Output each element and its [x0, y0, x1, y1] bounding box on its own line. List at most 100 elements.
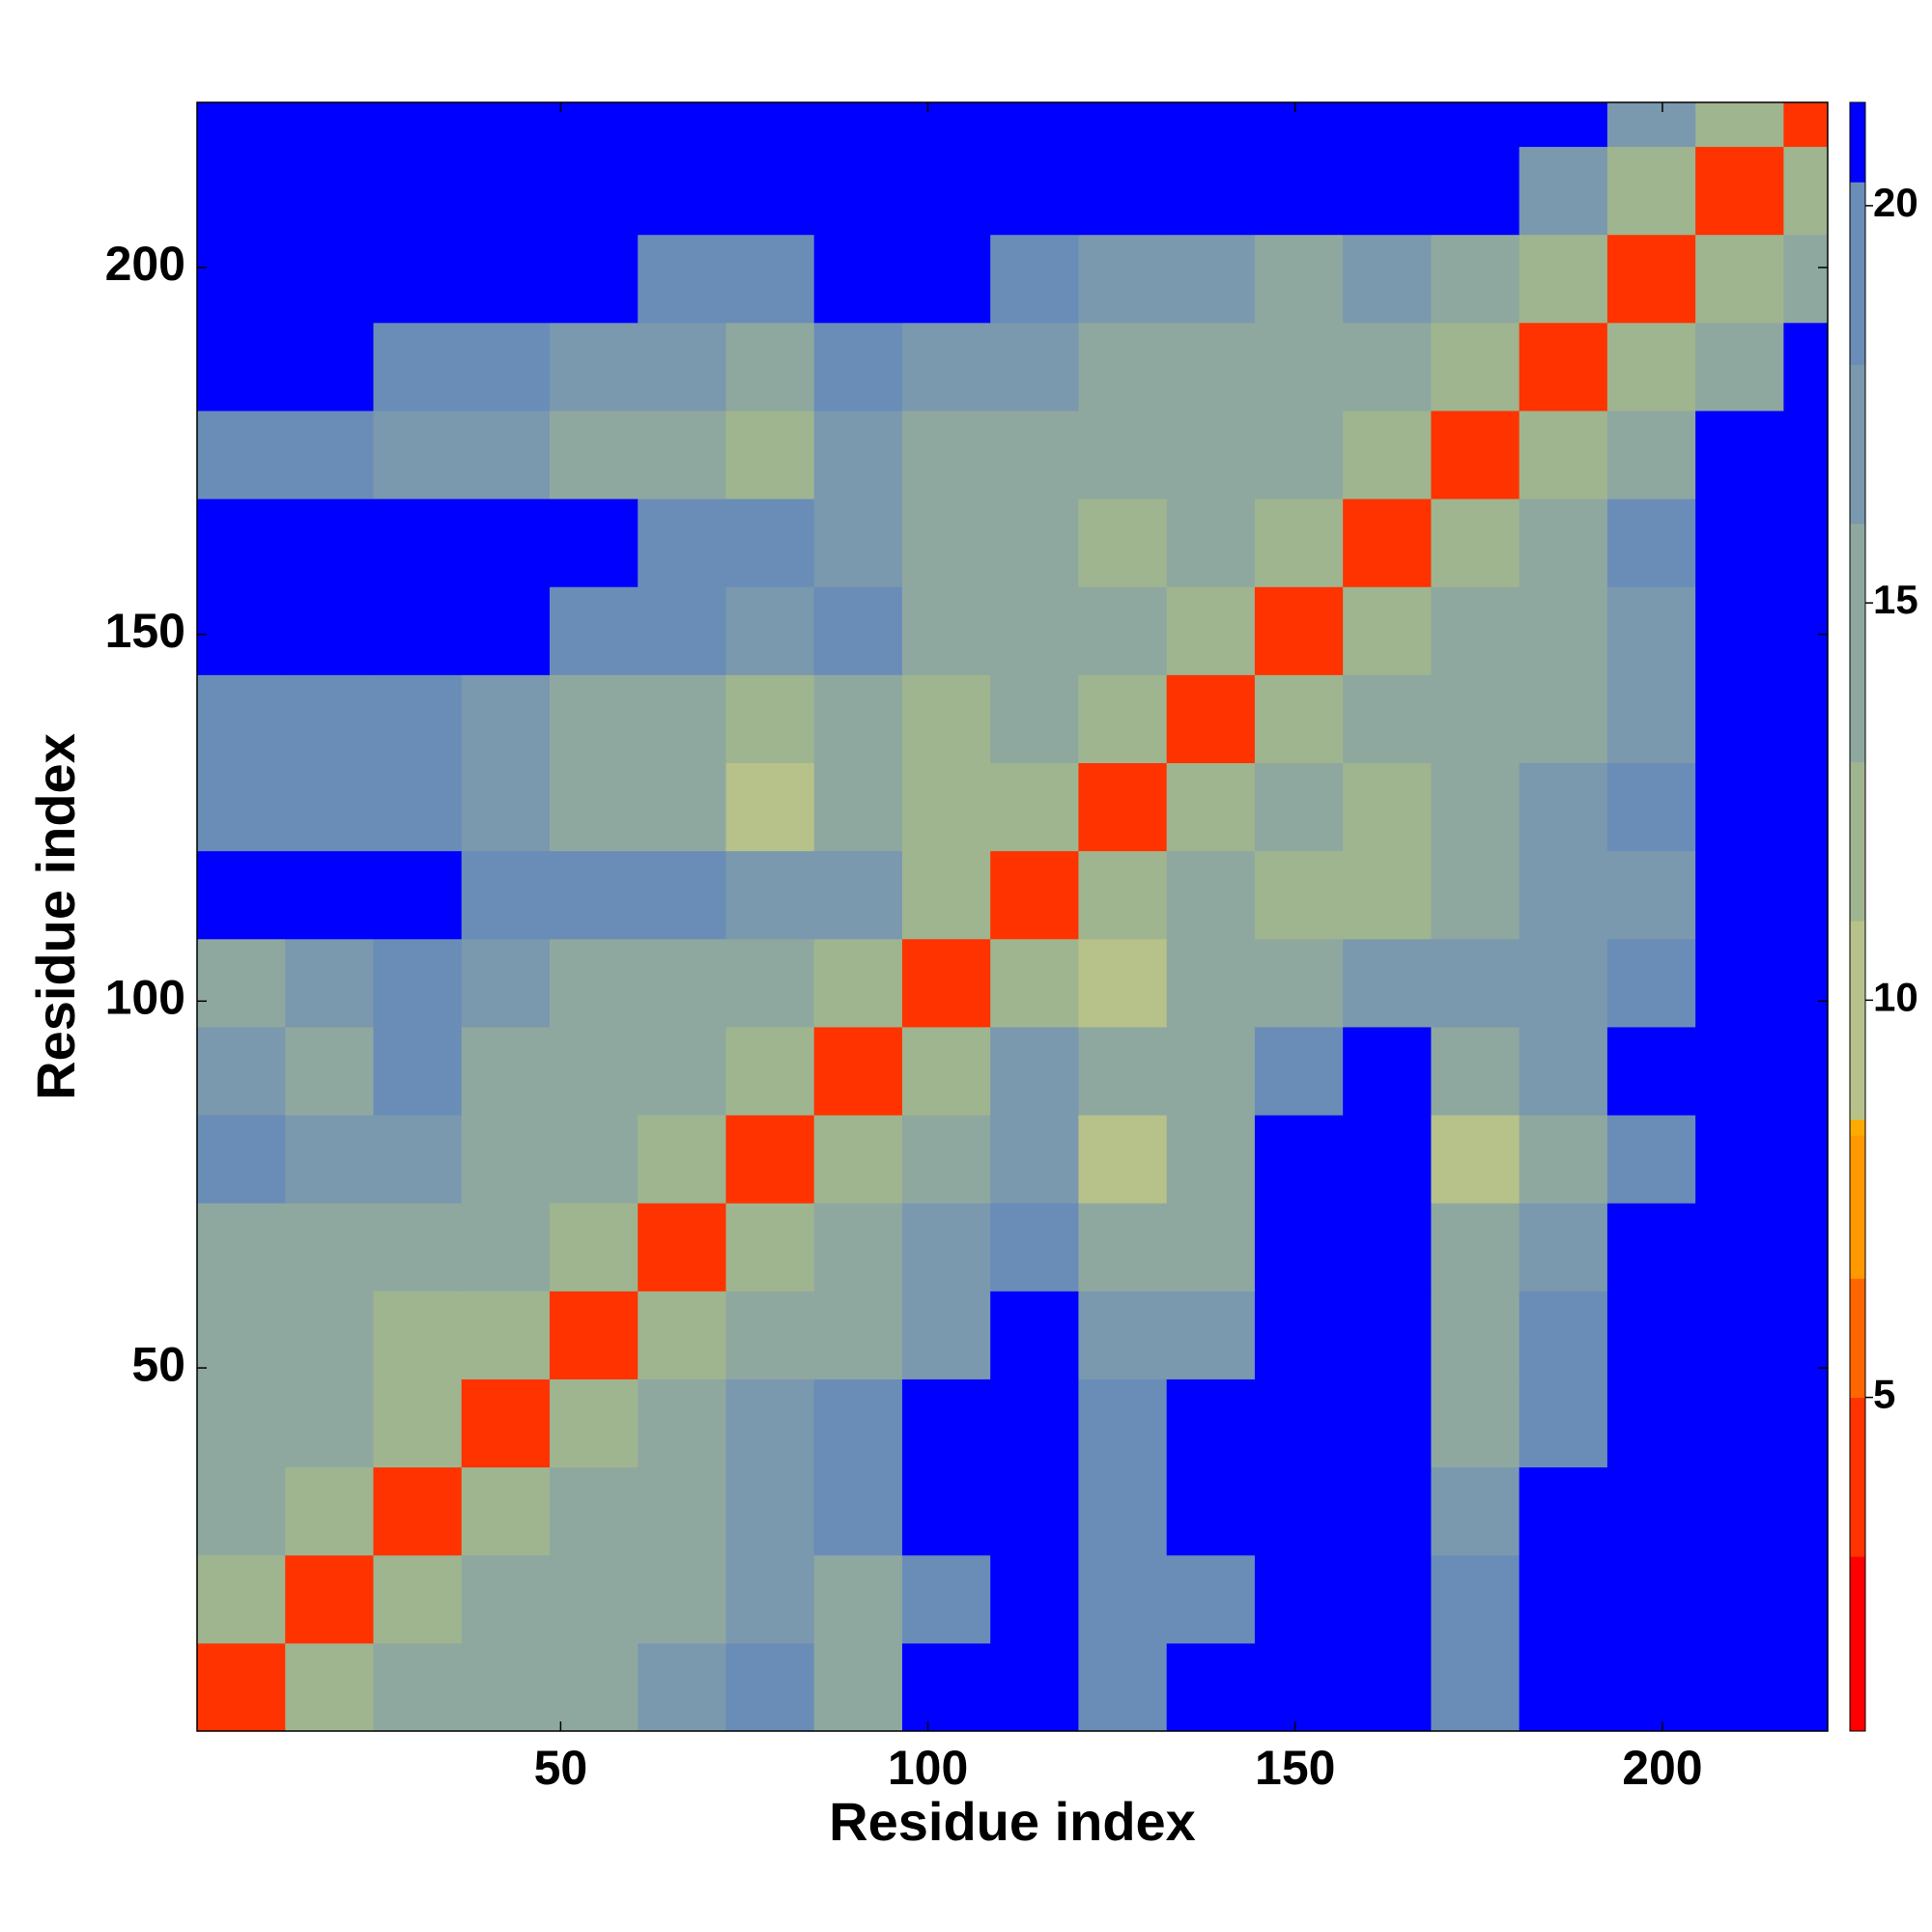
heat-cell: [990, 146, 1079, 236]
heat-cell: [373, 586, 463, 675]
heat-cell: [901, 586, 991, 675]
heat-cell: [1343, 586, 1432, 675]
heat-cell: [1254, 1378, 1344, 1468]
heat-cell: [373, 674, 463, 764]
heat-cell: [1519, 674, 1608, 764]
heat-cell: [461, 674, 551, 764]
heat-cell: [461, 1466, 551, 1556]
heat-cell: [285, 1291, 374, 1379]
heat-cell: [461, 938, 551, 1028]
heat-cell: [990, 1466, 1079, 1556]
heat-cell: [1695, 586, 1784, 675]
heat-cell: [1519, 1466, 1608, 1556]
heat-cell: [1431, 674, 1520, 764]
heat-cell: [373, 1378, 463, 1468]
heat-cell: [285, 586, 374, 675]
heat-cell: [1431, 146, 1520, 236]
heat-cell: [1606, 102, 1696, 148]
heat-cell: [461, 586, 551, 675]
heat-cell: [285, 322, 374, 412]
heat-cell: [901, 1466, 991, 1556]
heat-cell: [990, 102, 1079, 148]
heat-cell: [1166, 850, 1256, 940]
heat-cell: [1078, 850, 1168, 940]
heat-cell: [461, 102, 551, 148]
colorbar-segment: [1850, 1278, 1865, 1399]
heat-cell: [1254, 1203, 1344, 1292]
heat-cell: [197, 762, 286, 852]
colorbar-segment: [1850, 921, 1865, 1121]
heat-cell: [1606, 850, 1696, 940]
heat-cell: [285, 146, 374, 236]
heat-cell: [549, 234, 639, 324]
heat-cell: [285, 498, 374, 587]
heat-cell: [1166, 410, 1256, 499]
heat-cell: [1343, 674, 1432, 764]
heat-cell: [1431, 1291, 1520, 1379]
heat-cell: [1254, 674, 1344, 764]
colorbar-segment: [1850, 761, 1865, 922]
heat-cell: [197, 674, 286, 764]
heat-cell: [813, 674, 903, 764]
heat-cell: [1695, 1378, 1784, 1468]
heat-cell: [197, 1291, 286, 1379]
heat-cell: [1606, 1466, 1696, 1556]
heat-cell: [549, 498, 639, 587]
heat-cell: [1431, 762, 1520, 852]
heat-cell: [813, 1291, 903, 1379]
heat-cell: [1166, 498, 1256, 587]
heat-cell: [901, 322, 991, 412]
heat-cell: [725, 1466, 815, 1556]
heat-cell: [1343, 1554, 1432, 1644]
heat-cell: [990, 1203, 1079, 1292]
heat-cell: [1254, 102, 1344, 148]
y-axis-title: Residue index: [25, 733, 86, 1100]
heat-cell: [197, 1642, 286, 1732]
heat-cell: [638, 938, 726, 1028]
heat-cell: [549, 586, 639, 675]
heat-cell: [1078, 146, 1168, 236]
heat-cell: [725, 498, 815, 587]
heat-cell: [901, 938, 991, 1028]
heat-cell: [725, 1026, 815, 1116]
heat-cell: [373, 850, 463, 940]
heat-cell: [1783, 1026, 1829, 1116]
heat-cell: [1166, 674, 1256, 764]
heat-cell: [373, 938, 463, 1028]
heat-cell: [197, 410, 286, 499]
colorbar-tick-label: 5: [1873, 1372, 1895, 1417]
x-tick-label: 200: [1622, 1741, 1702, 1795]
y-tick-label: 50: [131, 1337, 185, 1391]
heat-cell: [725, 1115, 815, 1204]
heat-cell: [901, 234, 991, 324]
heat-cell: [197, 498, 286, 587]
heat-cell: [1166, 1378, 1256, 1468]
heat-cell: [461, 146, 551, 236]
heat-cell: [549, 1115, 639, 1204]
heat-cell: [1343, 410, 1432, 499]
heat-cell: [1166, 938, 1256, 1028]
heat-cell: [1519, 410, 1608, 499]
heat-cell: [1343, 1466, 1432, 1556]
heat-cell: [990, 1026, 1079, 1116]
heat-cell: [1519, 1026, 1608, 1116]
heat-cell: [285, 1642, 374, 1732]
heat-cell: [901, 146, 991, 236]
heat-cell: [638, 1203, 726, 1292]
heat-cell: [1254, 146, 1344, 236]
heat-cell: [1695, 322, 1784, 412]
heat-cell: [549, 1026, 639, 1116]
heat-cell: [1166, 1026, 1256, 1116]
heat-cell: [1343, 1291, 1432, 1379]
heat-cell: [1695, 1203, 1784, 1292]
heat-cell: [1343, 850, 1432, 940]
heat-cell: [1783, 938, 1829, 1028]
heat-cell: [638, 1115, 726, 1204]
heat-cell: [638, 762, 726, 852]
heat-cell: [1343, 938, 1432, 1028]
heat-cell: [725, 234, 815, 324]
heat-cell: [1606, 1642, 1696, 1732]
heat-cell: [901, 674, 991, 764]
heat-cell: [813, 1026, 903, 1116]
